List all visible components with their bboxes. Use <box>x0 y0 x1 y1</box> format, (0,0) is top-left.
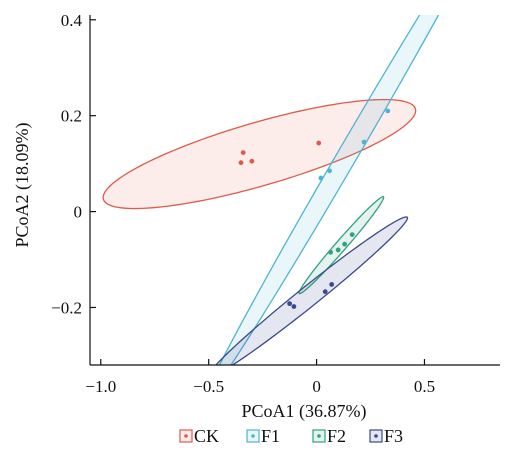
y-axis-title: PCoA2 (18.09%) <box>12 122 33 247</box>
point-f1 <box>318 175 324 181</box>
ellipse-ck <box>102 98 417 210</box>
legend-swatch-dot <box>251 434 255 438</box>
ellipse-f2 <box>298 196 385 295</box>
axes-layer: −1.0 −0.5 0 0.5 −0.2 0 0.2 0.4 <box>51 11 500 396</box>
legend-label: F1 <box>261 426 280 446</box>
x-axis-title: PCoA1 (36.87%) <box>242 401 367 422</box>
x-tick-label: −1.0 <box>85 377 116 396</box>
legend-swatch-dot <box>317 434 321 438</box>
x-tick-label: −0.5 <box>193 377 224 396</box>
point-ck <box>316 140 322 146</box>
legend: CK F1 F2 F3 <box>179 426 403 446</box>
point-f2 <box>328 249 334 255</box>
y-tick-label: 0 <box>74 203 83 222</box>
legend-label: F2 <box>327 426 346 446</box>
legend-item-f3: F3 <box>369 426 403 446</box>
legend-item-f1: F1 <box>246 426 280 446</box>
ellipses-layer <box>102 15 440 365</box>
points-layer <box>238 108 391 309</box>
point-f2 <box>342 241 348 247</box>
point-f1 <box>385 108 391 114</box>
point-f3 <box>287 301 293 307</box>
x-tick-label: 0 <box>312 377 321 396</box>
point-f2 <box>335 247 341 253</box>
point-ck <box>238 160 244 166</box>
legend-item-ck: CK <box>179 426 219 446</box>
legend-label: CK <box>194 426 219 446</box>
point-f3 <box>322 289 328 295</box>
ellipse-f3 <box>215 216 409 365</box>
legend-swatch-dot <box>374 434 378 438</box>
y-tick-label: −0.2 <box>51 298 82 317</box>
point-f1 <box>361 139 367 145</box>
legend-label: F3 <box>384 426 403 446</box>
point-ck <box>249 158 255 164</box>
point-f2 <box>349 232 355 237</box>
x-tick-label: 0.5 <box>414 377 435 396</box>
point-f3 <box>329 282 335 287</box>
legend-item-f2: F2 <box>312 426 346 446</box>
legend-swatch-dot <box>184 434 188 438</box>
point-f3 <box>291 304 297 309</box>
point-ck <box>240 150 246 156</box>
ellipse-f1 <box>218 15 440 365</box>
y-tick-label: 0.4 <box>61 11 83 30</box>
y-tick-label: 0.2 <box>61 107 82 126</box>
point-f1 <box>327 168 332 174</box>
